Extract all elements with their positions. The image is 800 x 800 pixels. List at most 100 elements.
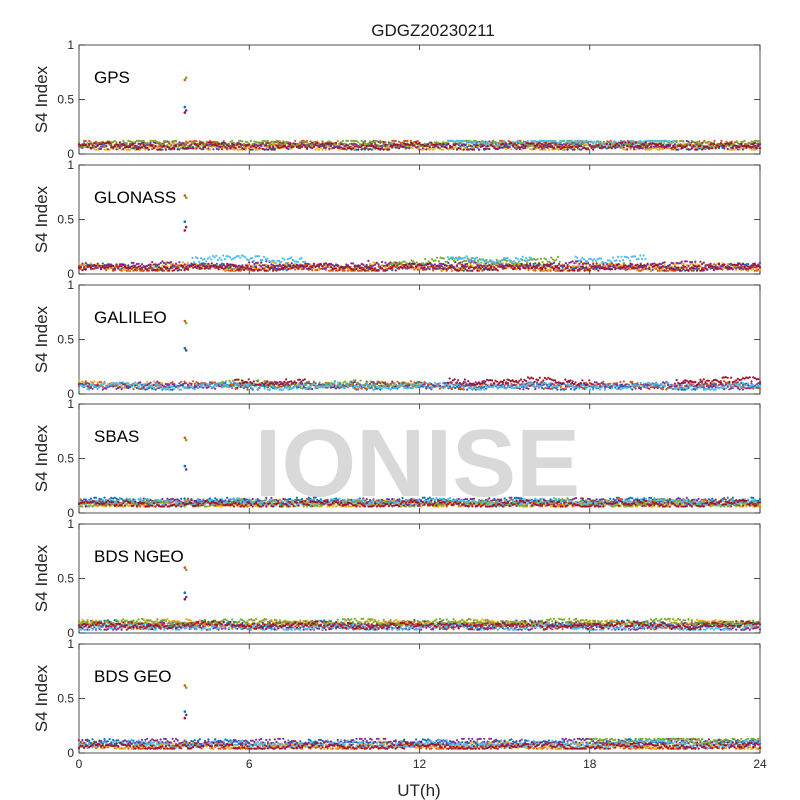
data-point (152, 266, 155, 269)
spike-point (183, 194, 187, 197)
data-point (571, 148, 574, 151)
data-point (273, 266, 276, 269)
data-point (101, 141, 104, 144)
data-point (272, 269, 275, 272)
data-point (566, 265, 569, 268)
data-point (329, 266, 333, 269)
data-point (573, 265, 576, 268)
data-point (649, 145, 653, 148)
data-point (215, 254, 218, 257)
data-point (501, 142, 504, 146)
data-point (615, 146, 619, 149)
data-point (418, 148, 421, 151)
data-point (562, 139, 565, 142)
data-point (413, 262, 416, 265)
data-point (723, 144, 726, 147)
data-point (697, 264, 700, 268)
data-point (246, 265, 249, 268)
data-point (154, 145, 157, 148)
data-point (541, 267, 544, 271)
data-point (203, 145, 207, 148)
data-point (265, 260, 268, 263)
data-point (594, 142, 598, 145)
data-point (714, 146, 717, 149)
data-point (661, 139, 664, 142)
data-point (503, 267, 506, 270)
data-point (755, 267, 758, 270)
data-point (564, 143, 568, 146)
data-point (527, 267, 530, 270)
data-point (518, 267, 522, 270)
data-point (197, 145, 200, 148)
data-point (555, 258, 558, 261)
data-point (470, 256, 473, 260)
data-point (406, 139, 409, 142)
data-point (702, 140, 705, 143)
y-tick-label: 1 (67, 158, 74, 172)
plot-area (78, 44, 761, 155)
data-point (159, 148, 162, 151)
data-point (161, 264, 164, 267)
data-point (513, 260, 516, 263)
data-point (750, 265, 753, 268)
data-point (89, 262, 92, 265)
data-point (593, 146, 597, 149)
data-point (185, 142, 188, 145)
data-point (336, 139, 339, 142)
data-point (464, 144, 467, 147)
data-point (220, 145, 224, 148)
data-point (272, 146, 275, 149)
data-point (595, 262, 598, 265)
data-point (539, 142, 542, 145)
data-point (550, 256, 553, 259)
data-point (758, 266, 762, 269)
data-point (690, 147, 694, 150)
data-point (306, 140, 309, 144)
data-point (526, 259, 530, 262)
data-point (386, 264, 389, 267)
data-point (549, 263, 552, 267)
data-point (274, 261, 277, 264)
data-point (260, 265, 263, 268)
data-point (639, 145, 642, 148)
data-point (442, 143, 445, 146)
data-point (403, 260, 406, 263)
data-point (484, 148, 487, 151)
data-point (297, 260, 300, 264)
data-point (596, 139, 599, 143)
data-point (477, 260, 480, 263)
data-point (565, 139, 569, 142)
data-point (328, 262, 331, 266)
data-point (380, 267, 384, 270)
data-point (471, 145, 474, 148)
data-point (380, 260, 384, 264)
data-point (425, 148, 428, 151)
data-point (239, 143, 242, 146)
data-point (329, 145, 333, 148)
data-point (401, 145, 404, 148)
data-point (548, 260, 551, 263)
data-point (252, 259, 255, 262)
data-point (117, 143, 120, 146)
data-point (460, 141, 463, 145)
data-point (445, 147, 448, 150)
data-point (747, 263, 750, 266)
data-point (647, 139, 650, 142)
data-point (678, 269, 682, 272)
data-point (571, 139, 574, 142)
data-point (248, 143, 251, 146)
data-point (198, 140, 201, 143)
data-point (161, 269, 164, 272)
data-point (738, 262, 741, 265)
data-point (675, 139, 678, 142)
data-point (224, 146, 227, 149)
data-point (529, 262, 532, 265)
data-point (738, 145, 741, 149)
data-point (463, 256, 466, 259)
data-point (352, 262, 355, 265)
data-point (521, 255, 524, 258)
data-point (224, 266, 227, 269)
data-point (207, 144, 210, 147)
